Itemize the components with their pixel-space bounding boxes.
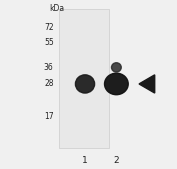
Text: 55: 55 (44, 38, 54, 47)
FancyBboxPatch shape (59, 9, 109, 148)
Text: 2: 2 (114, 156, 119, 165)
Ellipse shape (75, 75, 95, 93)
Text: 1: 1 (82, 156, 88, 165)
Ellipse shape (105, 73, 128, 95)
Polygon shape (139, 75, 155, 93)
Text: 72: 72 (44, 23, 54, 32)
Text: kDa: kDa (50, 4, 65, 13)
Text: 17: 17 (44, 112, 54, 121)
Text: 28: 28 (44, 79, 54, 88)
Ellipse shape (112, 63, 121, 72)
Text: 36: 36 (44, 63, 54, 72)
